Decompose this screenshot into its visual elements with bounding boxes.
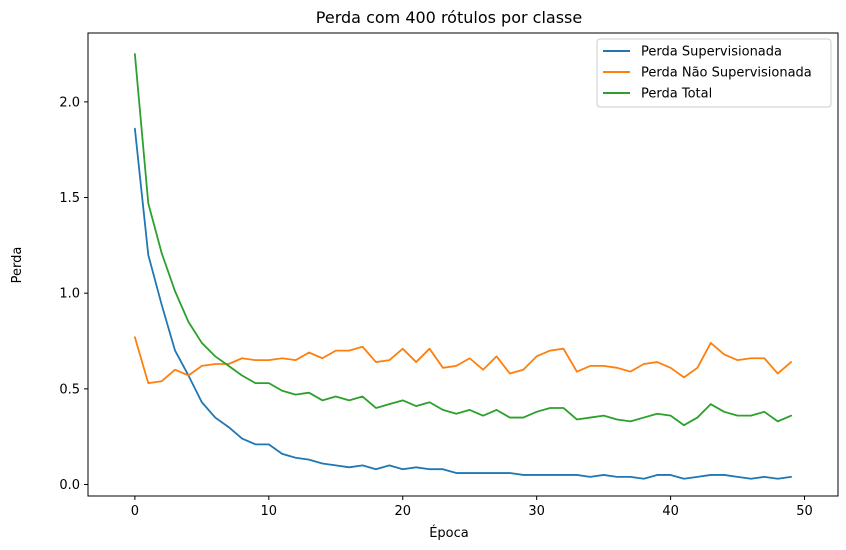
y-axis-label: Perda (10, 247, 25, 284)
x-axis-label: Época (429, 525, 469, 541)
x-tick-label: 30 (528, 504, 545, 519)
y-axis: 0.0 0.5 1.0 1.5 2.0 (59, 95, 88, 493)
legend-label: Perda Supervisionada (641, 45, 782, 60)
legend: Perda Supervisionada Perda Não Supervisio… (596, 38, 832, 108)
x-tick-label: 50 (796, 504, 813, 519)
chart-title: Perda com 400 rótulos por classe (316, 8, 582, 27)
series-line-perda-total (133, 53, 793, 427)
x-tick-label: 40 (662, 504, 679, 519)
series-line-perda-supervisionada (133, 127, 793, 480)
x-tick-label: 10 (261, 504, 278, 519)
x-tick-label: 20 (394, 504, 411, 519)
x-axis: 0 10 20 30 40 50 (131, 496, 813, 519)
legend-label: Perda Total (641, 87, 712, 102)
legend-box (596, 38, 832, 108)
series-line-perda-nao-supervisionada (133, 336, 793, 385)
y-tick-label: 0.5 (59, 382, 80, 397)
plot-frame (87, 32, 839, 497)
plot-area (133, 53, 793, 480)
y-tick-label: 1.0 (59, 287, 80, 302)
x-tick-label: 0 (131, 504, 139, 519)
y-tick-label: 2.0 (59, 95, 80, 110)
y-tick-label: 1.5 (59, 191, 80, 206)
legend-label: Perda Não Supervisionada (641, 66, 812, 81)
y-tick-label: 0.0 (59, 478, 80, 493)
